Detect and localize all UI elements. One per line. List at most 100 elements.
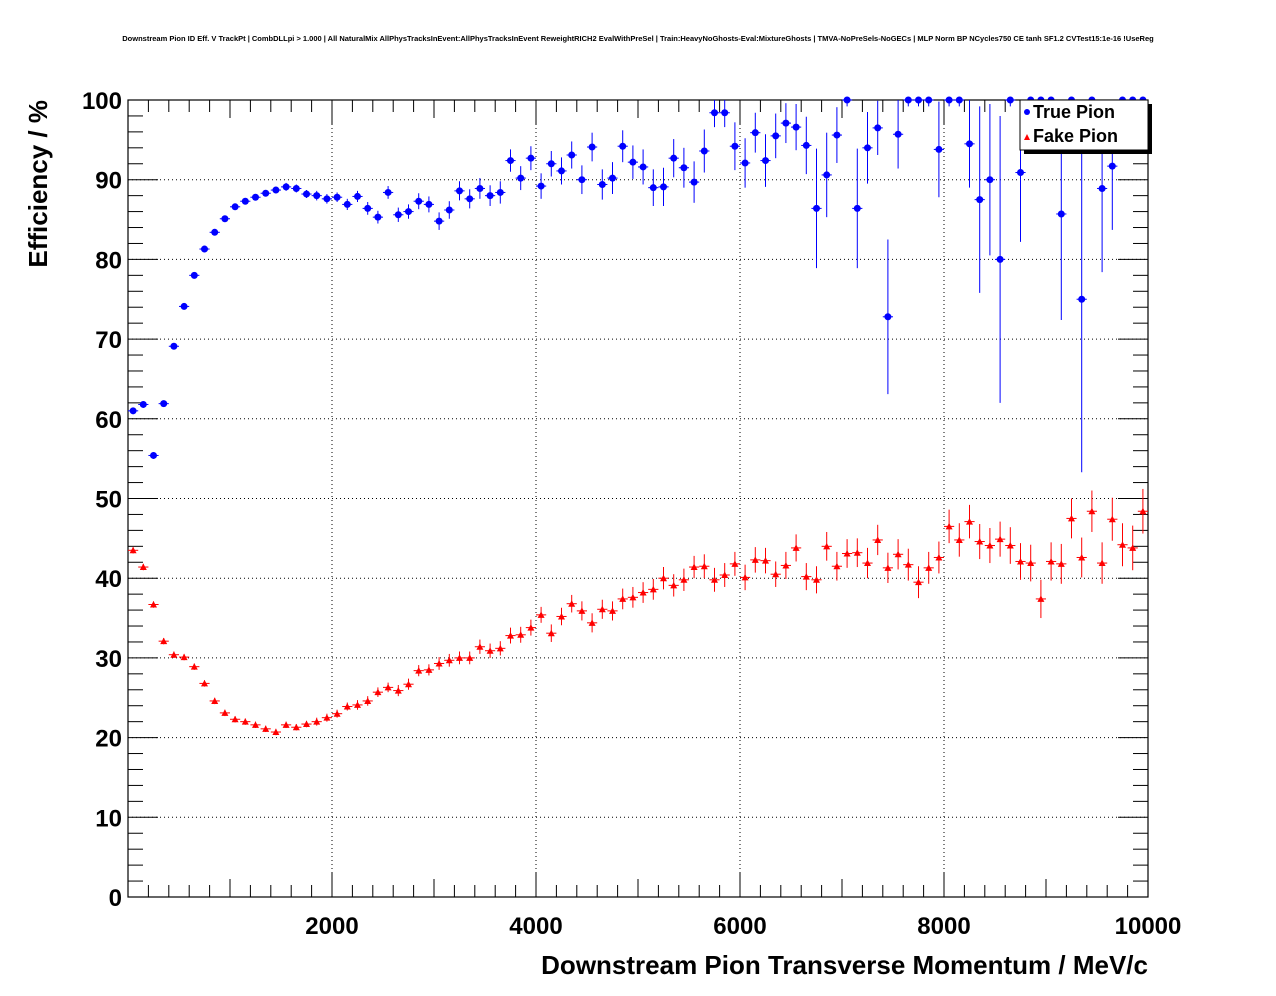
data-point [904,561,912,568]
data-point [1119,541,1126,548]
data-point [496,188,504,196]
data-point [354,192,361,200]
legend-box [1019,99,1149,151]
data-point [711,576,718,583]
data-point [864,144,871,152]
data-point [670,581,678,589]
data-point [252,721,259,728]
data-point [853,549,861,556]
data-point [751,556,759,563]
data-point [1017,557,1024,565]
data-point [323,714,331,721]
data-point [313,718,321,725]
data-point [741,159,749,167]
grid [128,100,1148,897]
data-point [649,585,657,593]
data-point [384,188,392,196]
data-point [976,538,984,545]
data-point [201,679,208,687]
data-point [1139,507,1147,515]
data-point [537,611,545,618]
data-point [558,612,565,620]
data-point [282,183,290,191]
data-point [1108,162,1116,170]
data-point [496,644,504,652]
data-point [762,557,769,564]
data-point [262,725,270,732]
data-point [955,536,963,543]
data-point [639,589,647,596]
data-point [874,124,882,132]
x-axis-title: Downstream Pion Transverse Momentum / Me… [541,950,1148,980]
y-tick-label: 40 [95,566,122,593]
data-point [384,683,392,691]
data-point [772,132,780,140]
data-point [394,687,402,694]
data-point [833,131,841,139]
data-point [894,130,902,138]
data-point [945,522,953,530]
data-point [527,154,535,162]
data-point [303,190,310,198]
data-point [139,400,147,408]
legend-true-pion-label: True Pion [1033,102,1115,122]
data-point [507,632,514,639]
data-point [629,593,637,601]
data-point [843,96,851,104]
data-point [762,157,769,165]
data-point [853,204,861,212]
legend-fake-pion-marker [1024,134,1030,140]
legend: True Pion Fake Pion [1019,99,1152,154]
legend-fake-pion-label: Fake Pion [1033,126,1118,146]
y-tick-label: 10 [95,805,122,832]
data-point [700,147,708,155]
data-point [129,407,137,415]
data-point [568,600,576,607]
axis-tick-labels: 0 10 20 30 40 50 60 70 80 90 100 2000 4000 6000 8000 10… [82,88,1181,940]
data-point [180,302,188,310]
data-point [955,96,963,104]
y-tick-label: 0 [109,885,122,912]
data-point [588,619,596,626]
data-point [792,123,800,131]
data-point [466,654,474,661]
data-point [231,715,239,723]
data-point [466,195,474,203]
data-point [915,96,922,104]
data-point [731,560,739,567]
data-point [231,203,239,211]
data-point [160,637,168,645]
data-point [517,631,525,638]
data-point [904,96,912,104]
data-point [884,313,892,321]
data-point [160,400,168,408]
data-point [598,605,606,613]
data-point [517,174,525,182]
data-point [558,167,565,175]
y-tick-label: 70 [95,327,122,354]
data-point [282,721,290,728]
data-point [721,109,729,117]
y-tick-label: 60 [95,407,122,434]
data-point [1027,559,1035,567]
data-point [537,182,545,190]
data-point [405,680,412,688]
data-point [415,667,423,674]
data-series [128,96,1148,736]
data-point [456,654,463,661]
data-point [588,143,596,151]
data-point [915,578,922,586]
data-point [680,164,688,172]
data-point [925,564,933,571]
data-point [170,651,178,658]
data-point [405,208,412,216]
data-point [303,720,310,728]
data-point [343,200,351,208]
data-point [445,656,453,664]
data-point [598,180,606,188]
data-point [751,129,759,137]
series-true-pion [128,96,1148,473]
data-point [1017,169,1024,177]
data-point [782,119,790,127]
data-point [435,217,443,225]
